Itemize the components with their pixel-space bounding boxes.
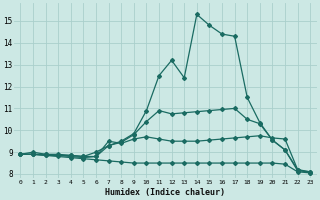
X-axis label: Humidex (Indice chaleur): Humidex (Indice chaleur) [105, 188, 225, 197]
